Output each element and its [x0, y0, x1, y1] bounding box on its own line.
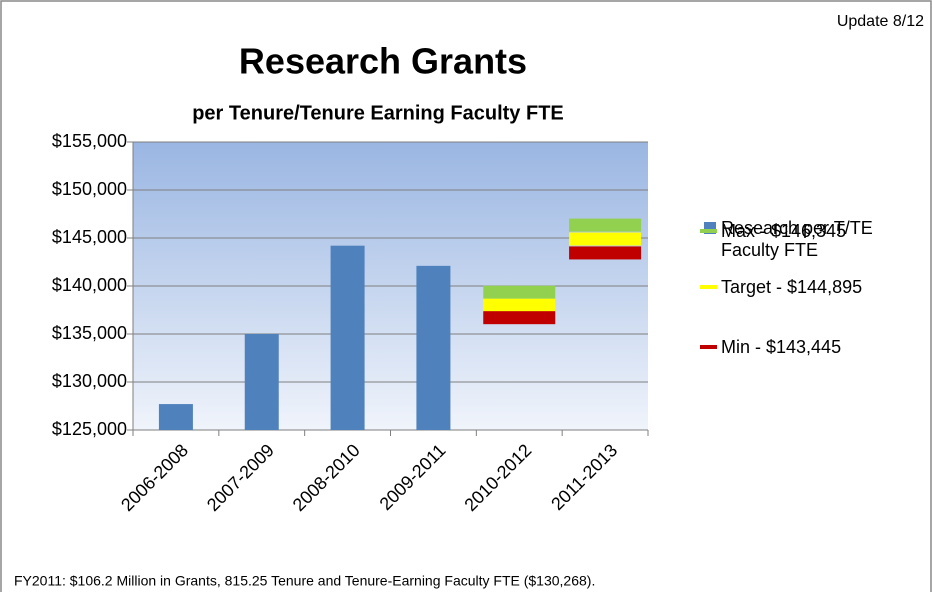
bar — [158, 404, 193, 430]
bar — [330, 245, 365, 430]
chart-title: Research Grants — [239, 41, 527, 82]
bar — [416, 265, 451, 430]
legend-label: Target - $144,895 — [721, 277, 863, 297]
bar — [244, 334, 279, 430]
y-tick-label: $145,000 — [52, 227, 127, 247]
y-tick-label: $130,000 — [52, 371, 127, 391]
legend-label: Min - $143,445 — [721, 337, 842, 357]
annotation: Update 8/12 — [837, 13, 924, 30]
legend-label: Max - $146,345 — [721, 221, 847, 241]
chart-subtitle: per Tenure/Tenure Earning Faculty FTE — [192, 102, 564, 124]
y-tick-label: $140,000 — [52, 275, 127, 295]
y-tick-label: $135,000 — [52, 323, 127, 343]
target-marker — [483, 311, 556, 325]
target-marker — [569, 232, 642, 246]
target-marker — [483, 298, 556, 312]
target-marker — [483, 285, 556, 299]
footnote: FY2011: $106.2 Million in Grants, 815.25… — [14, 573, 595, 589]
y-tick-label: $155,000 — [52, 131, 127, 151]
y-tick-label: $150,000 — [52, 179, 127, 199]
target-marker — [569, 246, 642, 260]
target-marker — [569, 218, 642, 232]
legend-label: Research per T/TE Faculty FTE — [721, 218, 873, 260]
y-tick-label: $125,000 — [52, 419, 127, 439]
